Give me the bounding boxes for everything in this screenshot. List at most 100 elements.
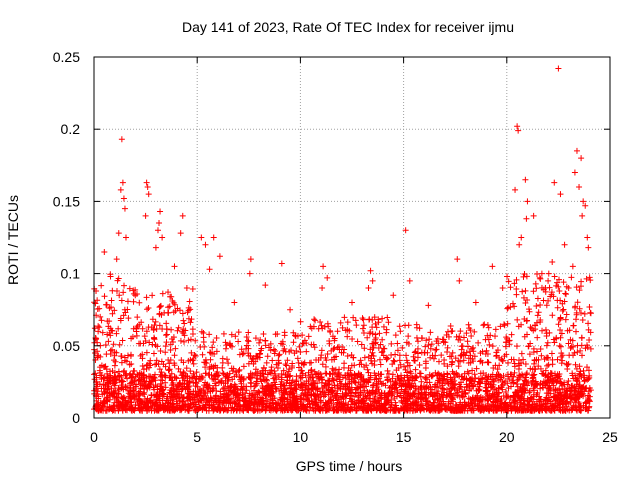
roti-point <box>324 274 331 281</box>
roti-point <box>537 345 544 352</box>
roti-point <box>526 351 533 358</box>
roti-point <box>291 403 298 410</box>
roti-point <box>228 365 235 372</box>
roti-point <box>306 359 313 366</box>
roti-point <box>361 354 368 361</box>
roti-point <box>229 405 236 412</box>
roti-point <box>377 341 384 348</box>
roti-point <box>104 370 111 377</box>
roti-point <box>254 375 261 382</box>
roti-point <box>459 373 466 380</box>
roti-point <box>516 241 523 248</box>
roti-point <box>502 389 509 396</box>
roti-point <box>209 350 216 357</box>
roti-point <box>376 356 383 363</box>
roti-point <box>507 284 514 291</box>
roti-point <box>495 384 502 391</box>
roti-point <box>423 337 430 344</box>
roti-point <box>567 399 574 406</box>
roti-point <box>577 347 584 354</box>
roti-point <box>356 361 363 368</box>
roti-point <box>165 367 172 374</box>
roti-point <box>403 352 410 359</box>
roti-point <box>120 394 127 401</box>
roti-point <box>284 377 291 384</box>
roti-point <box>457 358 464 365</box>
roti-point <box>508 383 515 390</box>
roti-point <box>200 339 207 346</box>
roti-point <box>110 377 117 384</box>
roti-point <box>161 309 168 316</box>
roti-point <box>574 299 581 306</box>
roti-point <box>559 403 566 410</box>
roti-point <box>157 371 164 378</box>
roti-point <box>98 362 105 369</box>
roti-point <box>255 400 262 407</box>
roti-point <box>187 368 194 375</box>
roti-point <box>452 355 459 362</box>
roti-point <box>344 319 351 326</box>
roti-point <box>254 403 261 410</box>
roti-point <box>152 361 159 368</box>
roti-point <box>177 337 184 344</box>
roti-point <box>508 356 515 363</box>
roti-point <box>555 321 562 328</box>
roti-point <box>156 322 163 329</box>
roti-point <box>347 405 354 412</box>
roti-point <box>281 329 288 336</box>
roti-point <box>167 407 174 414</box>
roti-point <box>189 357 196 364</box>
roti-point <box>350 354 357 361</box>
roti-point <box>577 404 584 411</box>
roti-point <box>493 373 500 380</box>
roti-point <box>174 305 181 312</box>
grid-lines <box>94 57 610 418</box>
roti-point <box>156 311 163 318</box>
roti-point <box>520 380 527 387</box>
roti-point <box>253 372 260 379</box>
roti-point <box>440 386 447 393</box>
roti-point <box>571 169 578 176</box>
roti-point <box>92 350 99 357</box>
roti-point <box>308 392 315 399</box>
roti-point <box>107 347 114 354</box>
roti-point <box>128 335 135 342</box>
roti-point <box>171 301 178 308</box>
roti-point <box>323 357 330 364</box>
roti-point <box>576 183 583 190</box>
roti-point <box>516 374 523 381</box>
roti-point <box>449 327 456 334</box>
roti-point <box>278 381 285 388</box>
roti-point <box>199 351 206 358</box>
roti-point <box>355 392 362 399</box>
roti-point <box>513 343 520 350</box>
roti-point <box>425 302 432 309</box>
roti-point <box>557 191 564 198</box>
roti-point <box>440 371 447 378</box>
roti-point <box>480 322 487 329</box>
roti-point <box>209 405 216 412</box>
roti-point <box>436 401 443 408</box>
roti-point <box>548 289 555 296</box>
roti-point <box>367 372 374 379</box>
roti-point <box>232 400 239 407</box>
roti-point <box>176 395 183 402</box>
roti-point <box>492 403 499 410</box>
roti-point <box>334 328 341 335</box>
roti-point <box>463 330 470 337</box>
roti-point <box>105 323 112 330</box>
roti-point <box>193 369 200 376</box>
roti-point <box>576 393 583 400</box>
roti-point <box>251 387 258 394</box>
roti-point <box>272 384 279 391</box>
roti-point <box>536 274 543 281</box>
roti-point <box>369 330 376 337</box>
roti-point <box>384 397 391 404</box>
roti-point <box>341 360 348 367</box>
roti-point <box>365 402 372 409</box>
roti-point <box>156 392 163 399</box>
roti-point <box>359 397 366 404</box>
roti-point <box>192 337 199 344</box>
roti-point <box>504 320 511 327</box>
roti-point <box>260 330 267 337</box>
